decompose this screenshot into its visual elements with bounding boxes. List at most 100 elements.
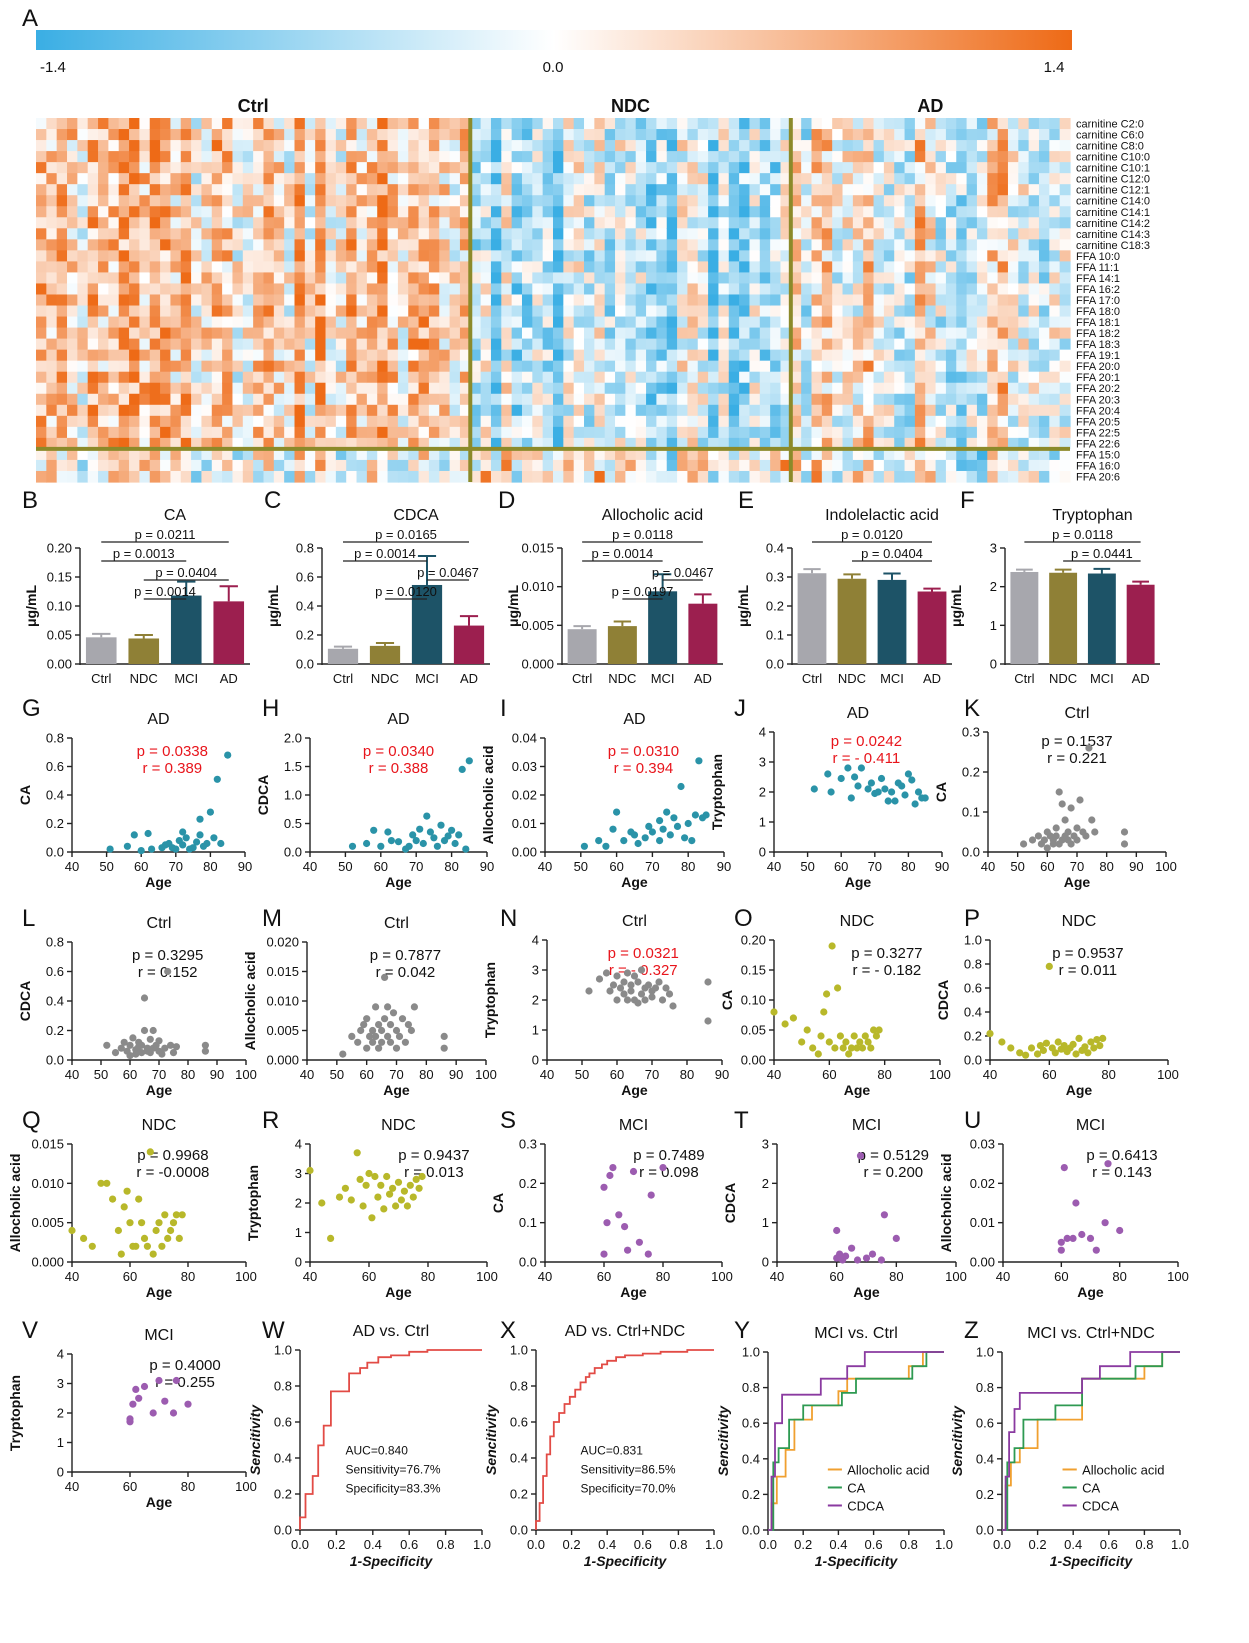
y-tick-label: 0.8 xyxy=(976,1380,994,1395)
scatter-point xyxy=(831,1044,839,1052)
y-tick-label: 0.10 xyxy=(741,993,766,1008)
heatmap-cell xyxy=(501,415,513,428)
heatmap-cell xyxy=(625,162,637,174)
heatmap-cell xyxy=(356,272,368,285)
scatter-point xyxy=(645,822,653,831)
heatmap-cell xyxy=(470,151,482,163)
heatmap-cell xyxy=(842,349,854,362)
heatmap-cell xyxy=(790,393,802,406)
y-tick-label: 0.8 xyxy=(510,1379,528,1394)
x-tick-label: 60 xyxy=(597,1269,611,1284)
heatmap-cell xyxy=(542,217,554,229)
y-tick-label: 0.015 xyxy=(266,964,299,979)
heatmap-cell xyxy=(501,360,513,373)
heatmap-cell xyxy=(77,426,89,439)
heatmap-cell xyxy=(232,129,244,141)
heatmap-cell xyxy=(501,426,513,439)
heatmap-cell xyxy=(594,118,606,130)
heatmap-cell xyxy=(790,404,802,417)
y-axis-label: CDCA xyxy=(935,980,951,1020)
heatmap-cell xyxy=(625,305,637,318)
heatmap-cell xyxy=(294,382,306,395)
heatmap-cell xyxy=(397,195,409,207)
heatmap-cell xyxy=(904,459,916,472)
heatmap-cell xyxy=(532,195,544,207)
heatmap-cell xyxy=(232,404,244,417)
heatmap-cell xyxy=(335,371,347,384)
heatmap-cell xyxy=(904,426,916,439)
heatmap-cell xyxy=(490,393,502,406)
heatmap-cell xyxy=(201,393,213,406)
stat-label: r = - 0.182 xyxy=(852,962,921,979)
heatmap-cell xyxy=(666,404,678,417)
heatmap-cell xyxy=(459,140,471,152)
heatmap-cell xyxy=(708,129,720,141)
heatmap-cell xyxy=(945,261,957,274)
heatmap-cell xyxy=(883,195,895,207)
heatmap-cell xyxy=(573,437,585,450)
heatmap-cell xyxy=(894,195,906,207)
heatmap-cell xyxy=(118,261,130,274)
heatmap-cell xyxy=(925,151,937,163)
heatmap-cell xyxy=(935,316,947,329)
heatmap-cell xyxy=(418,129,430,141)
heatmap-cell xyxy=(325,371,337,384)
heatmap-cell xyxy=(894,470,906,483)
heatmap-cell xyxy=(635,217,647,229)
heatmap-cell xyxy=(842,272,854,285)
heatmap-cell xyxy=(563,404,575,417)
panel-letter: N xyxy=(500,905,517,932)
heatmap-cell xyxy=(315,151,327,163)
heatmap-cell xyxy=(180,338,192,351)
x-tick-label: 40 xyxy=(981,859,995,874)
p-value-label: p = 0.0165 xyxy=(375,527,437,542)
heatmap-cell xyxy=(273,382,285,395)
heatmap-cell xyxy=(646,151,657,163)
heatmap-cell xyxy=(315,327,327,340)
heatmap-cell xyxy=(739,437,751,450)
heatmap-cell xyxy=(832,371,844,384)
y-axis-label: CDCA xyxy=(255,775,271,815)
heatmap-cell xyxy=(108,459,120,472)
heatmap-cell xyxy=(553,371,564,384)
heatmap-cell xyxy=(1007,349,1019,362)
stat-label: p = 0.9537 xyxy=(1052,945,1123,962)
heatmap-cell xyxy=(346,140,358,152)
heatmap-cell xyxy=(180,140,192,152)
heatmap-cell xyxy=(315,305,327,318)
heatmap-cell xyxy=(294,162,306,174)
heatmap-cell xyxy=(687,129,699,141)
heatmap-cell xyxy=(439,228,451,240)
y-tick-label: 0.0 xyxy=(519,1255,537,1270)
heatmap-cell xyxy=(180,195,192,207)
heatmap-cell xyxy=(480,118,492,130)
heatmap-cell xyxy=(191,239,203,251)
heatmap-cell xyxy=(563,151,575,163)
heatmap-cell xyxy=(459,129,471,141)
heatmap-cell xyxy=(56,239,68,251)
heatmap-cell xyxy=(821,294,833,307)
heatmap-cell xyxy=(883,327,895,340)
heatmap-cell xyxy=(666,173,678,185)
heatmap-cell xyxy=(604,272,616,285)
heatmap-cell xyxy=(387,283,399,296)
heatmap-cell xyxy=(67,426,78,439)
heatmap-cell xyxy=(263,173,275,185)
heatmap-cell xyxy=(480,349,492,362)
y-tick-label: 2 xyxy=(762,1176,769,1191)
heatmap-cell xyxy=(98,393,109,406)
heatmap-cell xyxy=(718,437,730,450)
heatmap-cell xyxy=(346,294,358,307)
heatmap-cell xyxy=(346,118,358,130)
heatmap-cell xyxy=(490,382,502,395)
heatmap-cell xyxy=(118,349,130,362)
heatmap-cell xyxy=(46,250,58,262)
x-tick-label: 50 xyxy=(94,1067,108,1082)
scatter-point xyxy=(1120,840,1129,848)
heatmap-cell xyxy=(821,437,833,450)
heatmap-cell xyxy=(584,250,595,262)
heatmap-cell xyxy=(728,283,740,296)
panel-letter: W xyxy=(262,1317,285,1344)
